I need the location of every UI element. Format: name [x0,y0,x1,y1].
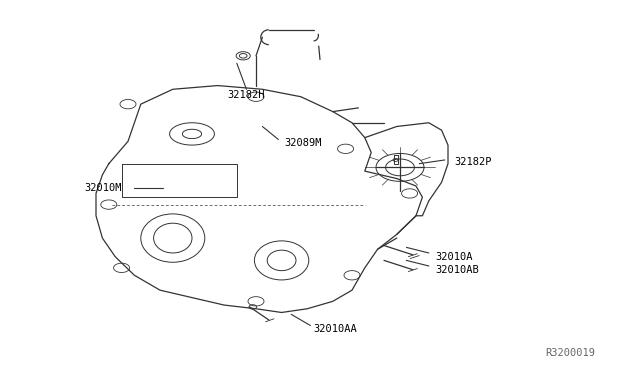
Text: 32182H: 32182H [228,90,265,100]
Text: 32010M: 32010M [84,183,122,193]
Text: 32010AB: 32010AB [435,265,479,275]
Text: 32010AA: 32010AA [314,324,357,334]
Text: 32010A: 32010A [435,252,473,262]
Text: R3200019: R3200019 [545,349,595,358]
Text: 32182P: 32182P [454,157,492,167]
Text: 32089M: 32089M [285,138,323,148]
